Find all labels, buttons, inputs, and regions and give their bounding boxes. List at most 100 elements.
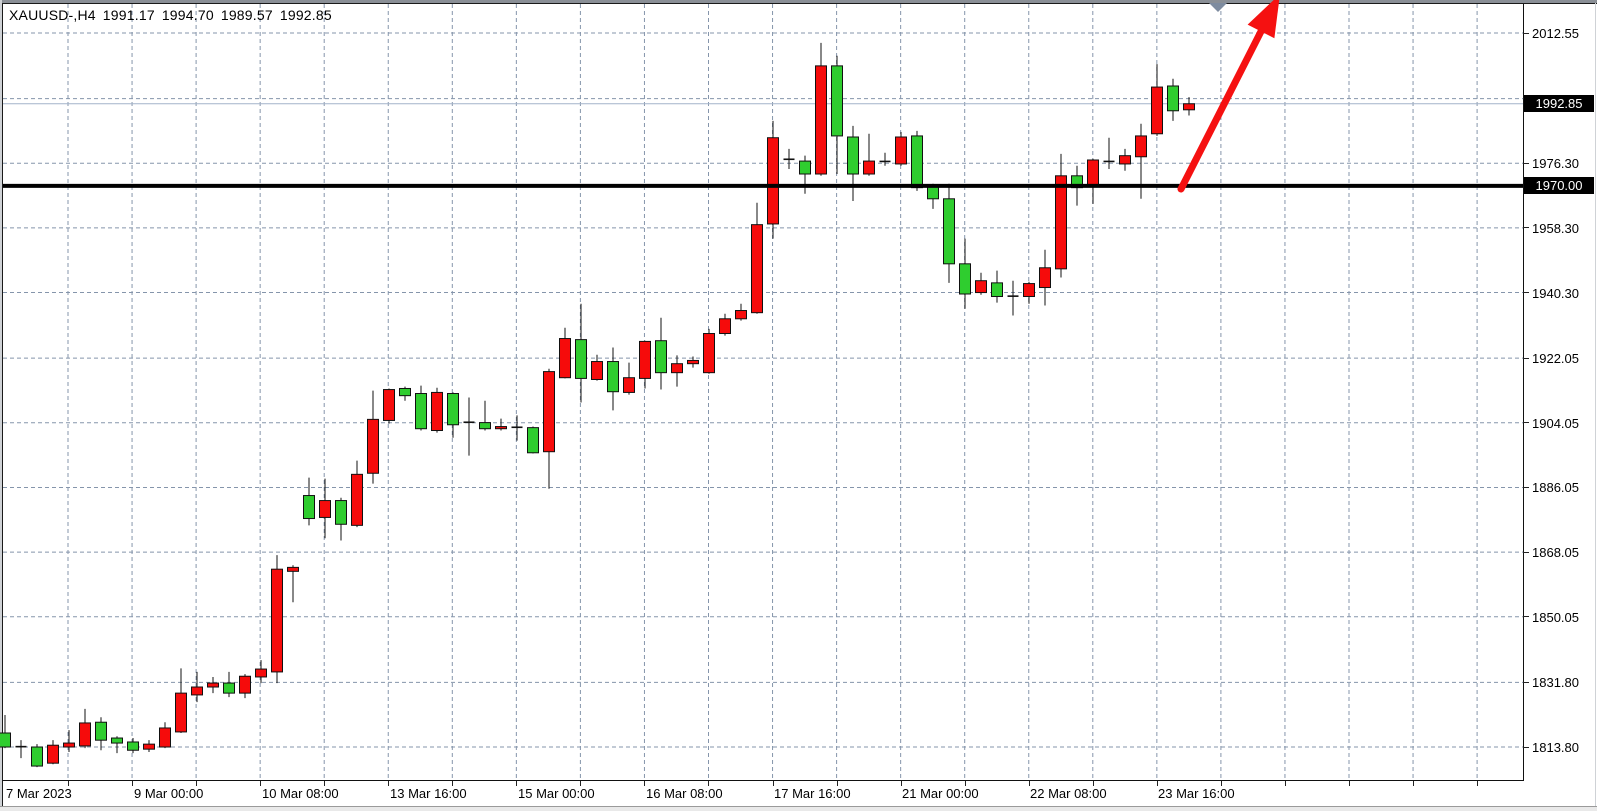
- time-axis-tick: [68, 781, 69, 786]
- close-value: 1992.85: [279, 7, 332, 23]
- candle-doji-body: [1007, 295, 1019, 297]
- price-label: 1940.30: [1532, 285, 1579, 301]
- window-border-bottom: [0, 806, 1597, 807]
- time-label: 23 Mar 16:00: [1158, 786, 1235, 801]
- candle-bull-body: [159, 727, 171, 748]
- candle-bear-body: [959, 263, 971, 295]
- time-axis-tick: [1029, 781, 1030, 786]
- candle-bull-body: [495, 426, 507, 430]
- time-axis-tick: [1349, 781, 1350, 786]
- price-label: 1868.05: [1532, 545, 1579, 561]
- candle-bull-body: [543, 371, 555, 453]
- price-axis-tick: [1523, 551, 1529, 553]
- time-axis-tick: [452, 781, 453, 786]
- ohlc-title: XAUUSD-,H4 1991.17 1994.70 1989.57 1992.85: [9, 7, 339, 23]
- price-label: 1958.30: [1532, 220, 1579, 236]
- candle-bear-body: [335, 500, 347, 525]
- time-axis-tick: [708, 781, 709, 786]
- price-label: 1922.05: [1532, 351, 1579, 367]
- price-axis-tick: [1523, 681, 1529, 683]
- candle-bull-body: [639, 340, 651, 379]
- low-value: 1989.57: [220, 7, 273, 23]
- candle-bear-body: [223, 682, 235, 694]
- time-label: 21 Mar 00:00: [902, 786, 979, 801]
- candle-bull-body: [255, 668, 267, 678]
- horizontal-level-line[interactable]: [3, 183, 1523, 188]
- candle-bull-body: [751, 224, 763, 314]
- candle-bull-body: [863, 160, 875, 175]
- time-axis-tick: [1413, 781, 1414, 786]
- price-label: 1850.05: [1532, 609, 1579, 625]
- time-label: 15 Mar 00:00: [518, 786, 595, 801]
- time-label: 13 Mar 16:00: [390, 786, 467, 801]
- time-axis-tick: [516, 781, 517, 786]
- trend-arrow-head[interactable]: [1247, 0, 1280, 39]
- candle-bull-body: [591, 361, 603, 380]
- time-axis-tick: [1093, 781, 1094, 786]
- candle-bull-body: [1055, 175, 1067, 270]
- candle-bull-body: [271, 568, 283, 673]
- candle-bear-body: [527, 427, 539, 454]
- price-axis-tick: [1523, 227, 1529, 229]
- price-axis-tick: [1523, 486, 1529, 488]
- candle-bull-body: [1087, 159, 1099, 186]
- time-axis-tick: [260, 781, 261, 786]
- candle-bull-body: [1135, 135, 1147, 158]
- chart-end-marker-icon: [1209, 3, 1227, 12]
- window-border-left-outer: [0, 0, 2, 811]
- candle-bear-body: [95, 721, 107, 741]
- time-axis-tick: [1157, 781, 1158, 786]
- open-value: 1991.17: [102, 7, 155, 23]
- candle-bull-body: [207, 682, 219, 688]
- candle-bull-body: [559, 338, 571, 379]
- window-border-right: [1595, 3, 1596, 806]
- time-axis-tick: [580, 781, 581, 786]
- candle-bull-body: [671, 363, 683, 374]
- candle-bull-body: [351, 473, 363, 526]
- time-label: 7 Mar 2023: [6, 786, 72, 801]
- time-axis-tick: [132, 781, 133, 786]
- candle-bear-body: [111, 737, 123, 744]
- time-axis-tick: [1285, 781, 1286, 786]
- symbol-period-label: XAUUSD-,H4: [9, 7, 96, 23]
- candle-bull-body: [1039, 267, 1051, 289]
- time-label: 17 Mar 16:00: [774, 786, 851, 801]
- candle-bear-body: [943, 198, 955, 265]
- candle-bull-body: [1023, 283, 1035, 298]
- candle-doji-body: [511, 426, 523, 429]
- candle-bull-body: [767, 137, 779, 225]
- candle-bear-body: [0, 732, 11, 748]
- candle-bull-body: [383, 389, 395, 421]
- candle-doji-body: [463, 421, 475, 424]
- candle-doji-body: [15, 745, 27, 748]
- candle-doji-body: [783, 158, 795, 161]
- candle-bull-body: [1183, 103, 1195, 111]
- candle-bear-body: [31, 746, 43, 767]
- candle-bull-body: [1119, 155, 1131, 165]
- price-label: 1904.05: [1532, 415, 1579, 431]
- candle-bear-body: [303, 495, 315, 520]
- current-price-tag: 1992.85: [1524, 95, 1594, 113]
- candle-bull-body: [431, 391, 443, 432]
- price-label: 2012.55: [1532, 26, 1579, 41]
- candle-doji-body: [1103, 160, 1115, 163]
- candle-bear-body: [847, 136, 859, 175]
- price-axis-tick: [1523, 292, 1529, 294]
- candle-bear-body: [991, 282, 1003, 298]
- price-axis-tick: [1523, 422, 1529, 424]
- time-axis-tick: [1477, 781, 1478, 786]
- candle-bull-body: [719, 318, 731, 335]
- price-label: 1831.80: [1532, 675, 1579, 691]
- price-label: 1813.80: [1532, 740, 1579, 755]
- candle-bull-body: [47, 744, 59, 764]
- time-axis-tick: [837, 781, 838, 786]
- trend-arrow-shaft[interactable]: [1177, 27, 1265, 193]
- window-bottom-strip: [0, 807, 1597, 811]
- price-axis-tick: [1523, 616, 1529, 618]
- time-axis-tick: [644, 781, 645, 786]
- candle-bull-body: [815, 65, 827, 175]
- candle-bear-body: [607, 361, 619, 393]
- level-price-tag: 1970.00: [1524, 177, 1594, 195]
